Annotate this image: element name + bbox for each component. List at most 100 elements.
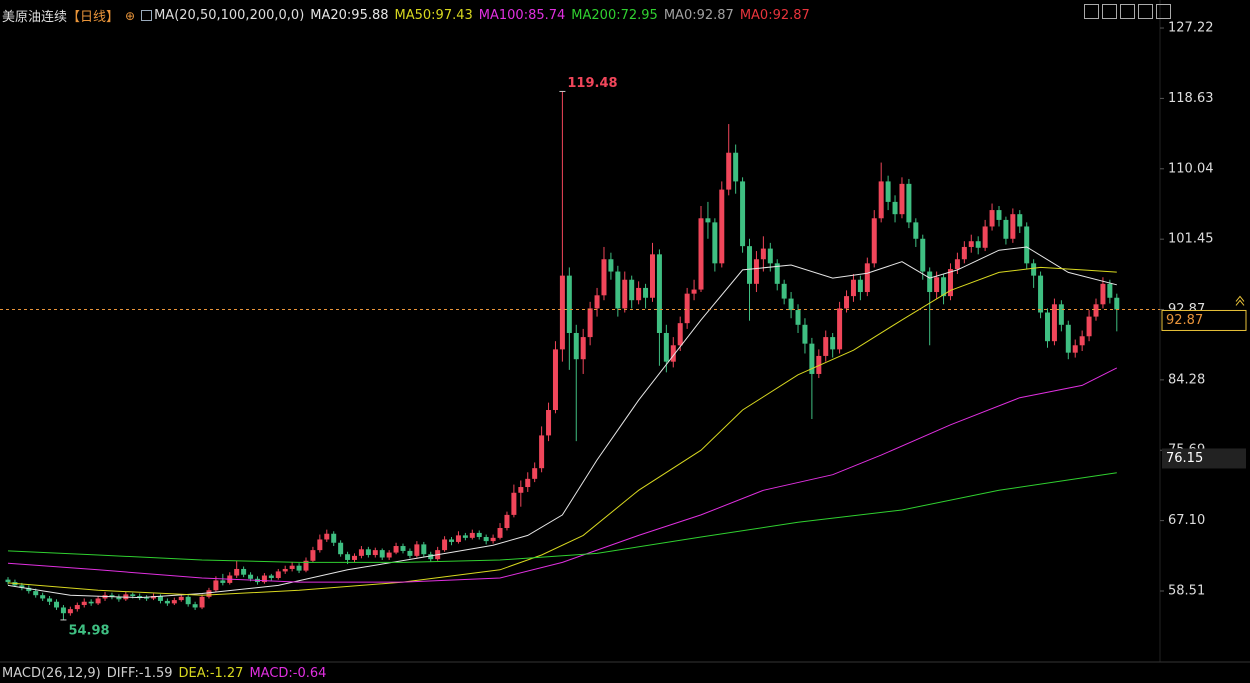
candle-body [934,277,940,293]
legend-item: MA200:72.95 [571,8,658,23]
candle-body [608,259,614,272]
tool-button[interactable] [1102,4,1117,19]
candle-body [317,539,323,551]
candle-body [559,275,565,350]
macd-legend-item: MACD:-0.64 [249,666,327,681]
candle-body [1079,336,1085,346]
y-tick-label: 110.04 [1168,161,1214,176]
candle-body [365,549,371,556]
tool-button[interactable] [1084,4,1099,19]
candle-body [892,201,898,215]
candle-body [788,298,794,311]
y-tick-label: 101.45 [1168,232,1214,247]
candle-body [282,568,288,572]
candle-body [421,544,427,555]
candle-body [927,271,933,293]
candle-body [539,435,545,469]
legend-item: MA20:95.88 [310,8,389,23]
candle-body [234,568,240,576]
candle-body [26,587,32,592]
candle-body [151,596,157,599]
candle-body [338,542,344,555]
candle-body [663,332,669,362]
candle-body [677,323,683,346]
reference-price-box [1162,448,1246,469]
candle-body [913,222,919,239]
candle-body [844,296,850,309]
candle-body [975,241,981,248]
candle-body [40,595,46,599]
candle-body [303,560,309,571]
candle-body [511,492,517,515]
macd-header: MACD(26,12,9) DIFF:-1.59 DEA:-1.27 MACD:-0.… [2,666,326,681]
candle-body [996,210,1002,220]
candle-body [171,600,177,604]
ma-line [7,472,1117,563]
candle-body [213,580,219,591]
candle-body [414,544,420,556]
candle-body [157,596,163,601]
candle-body [185,596,191,605]
legend-item: MA0:92.87 [739,8,810,23]
candle-body [1114,297,1120,310]
candle-body [802,324,808,344]
candle-body [837,308,843,350]
candle-body [476,532,482,538]
candle-body [33,591,39,596]
candle-body [878,181,884,219]
period[interactable]: 【日线】 [67,10,120,25]
y-tick-label: 118.63 [1168,91,1214,106]
candle-body [719,189,725,264]
candle-body [580,337,586,360]
candle-body [629,279,635,301]
candle-body [518,487,524,493]
candle-body [1010,214,1016,239]
y-tick-label: 67.10 [1168,513,1205,528]
candle-body [961,246,967,260]
candle-body [386,552,392,558]
candle-body [490,537,496,542]
candle-body [1100,283,1106,305]
candle-body [1058,304,1064,325]
candle-body [566,275,572,333]
candle-body [345,554,351,560]
tool-button[interactable] [1120,4,1135,19]
candle-body [740,181,746,247]
candle-body [393,546,399,553]
candle-body [248,574,254,579]
candle-body [601,259,607,296]
candle-body [109,595,115,597]
candle-body [1045,312,1050,342]
candle-body [670,345,676,362]
indicator: MA(20,50,100,200,0,0) [154,8,305,23]
last-price-label: 92.87 [1166,313,1203,328]
candle-body [1017,214,1023,227]
reference-price-label: 76.15 [1166,451,1203,466]
candle-body [781,283,787,299]
candle-body [747,246,753,284]
tool-button[interactable] [1156,4,1171,19]
candle-body [54,601,60,608]
candle-body [546,410,552,436]
candle-body [1093,304,1099,317]
candle-body [178,596,184,601]
candle-body [67,609,73,614]
candle-body [241,568,247,575]
candle-body [774,263,780,284]
candle-body [220,580,226,583]
header: 美原油连续 【日线】 ⊕ MA(20,50,100,200,0,0) MA20:… [2,6,810,25]
add-icon[interactable]: ⊕ [125,8,136,23]
tool-button[interactable] [1138,4,1153,19]
candle-body [850,279,856,297]
candle-body [615,271,621,309]
candle-body [885,181,891,202]
candle-body [428,554,434,560]
candle-body [954,259,960,270]
candle-body [504,514,510,528]
candle-body [989,210,995,227]
candle-body [830,337,836,350]
y-tick-label: 84.28 [1168,372,1205,387]
indicator-icon[interactable] [141,10,153,21]
legend-item: MA100:85.74 [478,8,566,23]
